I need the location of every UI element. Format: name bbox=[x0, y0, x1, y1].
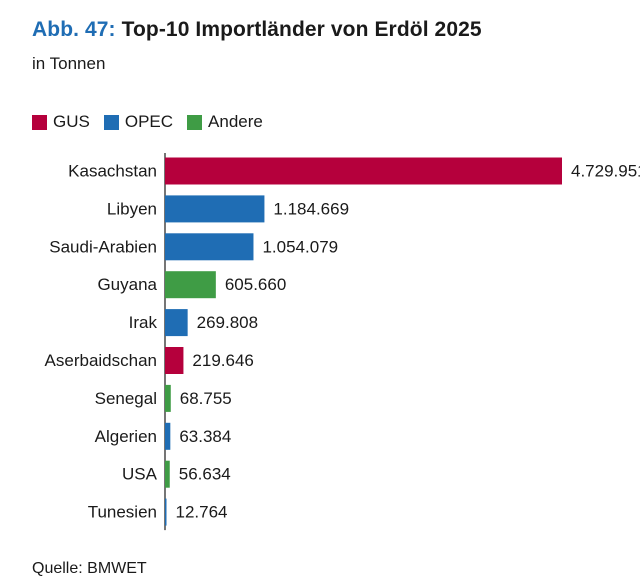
bar bbox=[165, 233, 254, 261]
value-label: 269.808 bbox=[197, 313, 258, 332]
bar bbox=[165, 347, 184, 374]
category-label: USA bbox=[122, 465, 158, 484]
category-label: Algerien bbox=[95, 427, 157, 446]
bar bbox=[165, 157, 562, 185]
bar bbox=[165, 498, 167, 526]
category-label: Aserbaidschan bbox=[45, 351, 157, 370]
category-label: Tunesien bbox=[88, 503, 157, 522]
value-label: 12.764 bbox=[176, 503, 228, 522]
chart-legend: GUS OPEC Andere bbox=[32, 112, 277, 132]
legend-item-andere: Andere bbox=[187, 112, 263, 132]
category-label: Kasachstan bbox=[68, 162, 157, 181]
legend-label-opec: OPEC bbox=[124, 112, 174, 131]
bar bbox=[165, 271, 216, 299]
chart-title-text: Top-10 Importländer von Erdöl 2025 bbox=[121, 18, 482, 41]
source-note: Quelle: BMWET bbox=[32, 560, 147, 577]
legend-label-andere: Andere bbox=[208, 112, 263, 131]
category-label: Saudi-Arabien bbox=[49, 237, 157, 256]
legend-label-gus: GUS bbox=[53, 112, 90, 131]
bar bbox=[165, 384, 171, 412]
value-label: 4.729.951 bbox=[571, 162, 640, 181]
chart-title: Abb. 47: Top-10 Importländer von Erdöl 2… bbox=[32, 18, 482, 42]
bar bbox=[165, 309, 188, 337]
legend-item-opec: OPEC bbox=[103, 112, 174, 132]
chart-subtitle: in Tonnen bbox=[32, 54, 106, 73]
value-label: 1.054.079 bbox=[262, 237, 338, 256]
value-label: 56.634 bbox=[179, 465, 231, 484]
value-label: 68.755 bbox=[180, 389, 232, 408]
legend-swatch-andere bbox=[187, 114, 203, 130]
category-label: Libyen bbox=[107, 199, 157, 218]
legend-swatch-gus bbox=[32, 114, 47, 130]
bar bbox=[165, 460, 170, 488]
category-label: Guyana bbox=[97, 275, 157, 294]
legend-item-gus: GUS bbox=[32, 112, 90, 132]
legend-swatch-opec bbox=[103, 114, 119, 130]
category-label: Senegal bbox=[95, 389, 157, 408]
bar bbox=[165, 422, 171, 450]
value-label: 63.384 bbox=[179, 427, 231, 446]
value-label: 1.184.669 bbox=[273, 199, 349, 218]
figure-label: Abb. 47: bbox=[32, 18, 116, 41]
category-label: Irak bbox=[129, 313, 158, 332]
value-label: 219.646 bbox=[192, 351, 253, 370]
value-label: 605.660 bbox=[225, 275, 286, 294]
bar bbox=[165, 195, 265, 223]
